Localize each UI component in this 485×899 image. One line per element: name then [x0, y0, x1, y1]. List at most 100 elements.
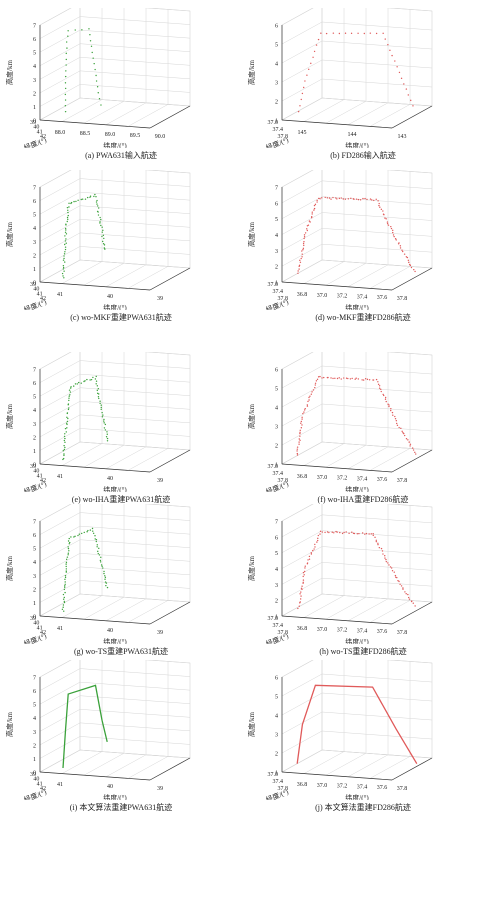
- trajectory-point: [62, 604, 65, 606]
- trajectory-point: [62, 259, 65, 261]
- trajectory-point: [314, 203, 317, 206]
- trajectory-point: [70, 536, 72, 538]
- caption-d: (d) wo-MKF重建FD286航迹: [315, 313, 411, 322]
- trajectory-point: [397, 579, 399, 582]
- trajectory-point: [297, 270, 299, 272]
- trajectory-point: [62, 450, 65, 452]
- trajectory-point: [374, 536, 376, 539]
- trajectory-point: [64, 227, 67, 230]
- z-axis-label: 高度/km: [5, 60, 14, 85]
- trajectory-point: [64, 433, 66, 435]
- z-tick-label: 1: [33, 449, 36, 455]
- trajectory-point: [334, 377, 336, 379]
- z-tick-label: 2: [275, 444, 278, 450]
- trajectory-point: [300, 98, 302, 101]
- trajectory-point: [301, 585, 303, 587]
- trajectory-point: [89, 196, 91, 198]
- trajectory-point: [299, 593, 301, 595]
- trajectory-point: [375, 32, 378, 35]
- trajectory-point: [415, 453, 417, 455]
- trajectory-point: [361, 532, 364, 534]
- trajectory-point: [63, 601, 66, 604]
- y-tick-label: 37.4: [273, 623, 284, 629]
- trajectory-point: [325, 32, 328, 35]
- z-tick-label: 7: [33, 368, 36, 374]
- trajectory-point: [100, 224, 102, 227]
- y-axis-line: [149, 601, 191, 625]
- trajectory-point: [101, 416, 104, 418]
- trajectory-point: [96, 392, 99, 395]
- trajectory-point: [90, 378, 93, 381]
- trajectory-point: [303, 574, 305, 576]
- trajectory-point: [303, 244, 305, 247]
- y-axis-line: [149, 105, 191, 129]
- z-tick-label: 1: [275, 771, 278, 777]
- trajectory-point: [67, 211, 69, 214]
- x-tick-label: 89.0: [105, 132, 116, 138]
- trajectory-point: [319, 533, 321, 535]
- trajectory-point: [99, 561, 102, 563]
- trajectory-point: [299, 598, 302, 600]
- y-tick-label: 39: [30, 464, 36, 470]
- z-tick-label: 6: [275, 368, 278, 374]
- x-tick-label: 37.8: [397, 478, 408, 484]
- trajectory-point: [103, 572, 105, 575]
- trajectory-point: [407, 593, 409, 596]
- trajectory-point: [350, 32, 353, 35]
- z-tick-label: 3: [275, 733, 278, 739]
- x-axis-label: 纬度/(°): [345, 303, 369, 310]
- trajectory-point: [306, 404, 309, 406]
- trajectory-point: [341, 532, 344, 535]
- trajectory-point: [400, 585, 403, 587]
- trajectory-point: [99, 400, 101, 402]
- trajectory-point: [378, 204, 380, 207]
- trajectory-point: [410, 99, 412, 102]
- trajectory-point: [67, 403, 70, 405]
- trajectory-point: [398, 71, 401, 74]
- z-tick-label: 2: [33, 91, 36, 97]
- trajectory-point: [372, 534, 374, 537]
- trajectory-point: [336, 531, 338, 533]
- grid-h: [280, 504, 434, 625]
- trajectory-point: [67, 552, 70, 554]
- trajectory-point: [67, 35, 69, 37]
- trajectory-point: [64, 585, 66, 587]
- trajectory-point: [389, 566, 392, 568]
- trajectory-point: [306, 562, 309, 564]
- trajectory-point: [409, 264, 412, 267]
- trajectory-point: [100, 104, 102, 106]
- trajectory-point: [311, 391, 313, 393]
- y-axis-label: 经度/(°): [23, 631, 49, 644]
- trajectory-point: [62, 265, 65, 267]
- y-tick-label: 41: [37, 129, 43, 135]
- trajectory-point: [345, 531, 347, 533]
- trajectory-point: [394, 238, 397, 240]
- trajectory-point: [299, 435, 301, 437]
- trajectory-point: [310, 552, 312, 554]
- trajectory-point: [327, 376, 329, 379]
- trajectory-point: [375, 539, 377, 542]
- trajectory-point: [328, 531, 330, 534]
- trajectory-point: [332, 196, 334, 199]
- trajectory-point: [62, 268, 65, 270]
- trajectory-point: [66, 216, 69, 219]
- trajectory-point: [97, 211, 99, 213]
- x-axis-label: 纬度/(°): [103, 303, 127, 310]
- trajectory-point: [372, 379, 375, 381]
- trajectory-point: [316, 199, 318, 202]
- x-axis-label: 纬度/(°): [103, 485, 127, 492]
- trajectory-point: [392, 231, 394, 234]
- trajectory-point: [317, 539, 319, 542]
- trajectory-point: [375, 198, 377, 200]
- trajectory-point: [302, 86, 305, 89]
- trajectory-point: [96, 199, 98, 202]
- trajectory-point: [62, 593, 65, 596]
- trajectory-point: [385, 558, 387, 561]
- y-tick-label: 42: [40, 786, 46, 792]
- trajectory-point: [380, 390, 382, 393]
- y-tick-label: 42: [40, 296, 46, 302]
- trajectory-point: [321, 377, 323, 379]
- z-tick-label: 4: [275, 714, 278, 720]
- trajectory-point: [406, 256, 409, 259]
